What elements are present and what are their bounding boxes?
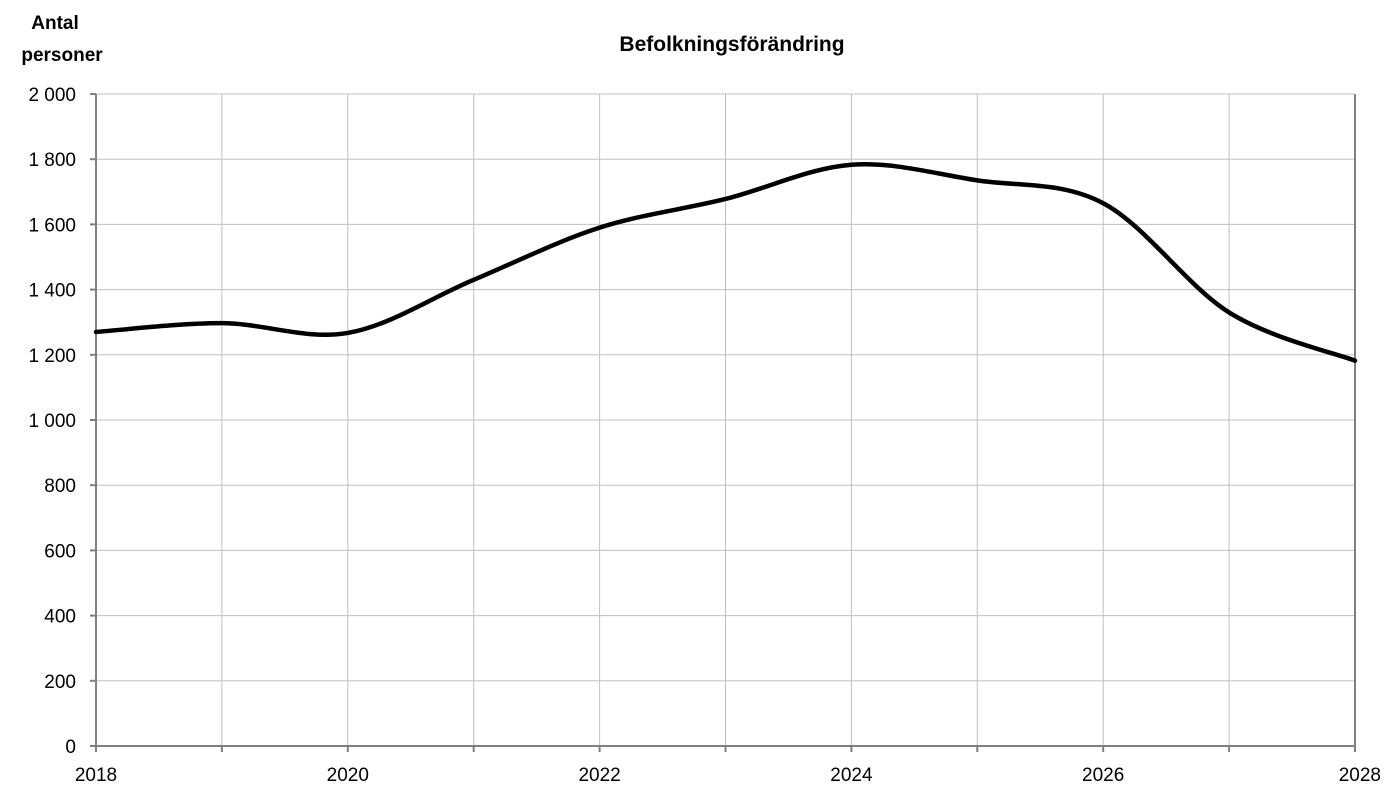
x-tick-labels: 2018 2020 2022 2024 2026 2028 — [75, 765, 1381, 785]
series-line — [93, 162, 1358, 363]
x-tick-label: 2018 — [75, 765, 117, 785]
y-tick-label: 2 000 — [28, 85, 76, 106]
y-tick-label: 0 — [65, 737, 76, 758]
x-tick-label: 2026 — [1082, 765, 1124, 785]
y-tick-label: 1 800 — [28, 150, 76, 171]
y-tick-label: 200 — [44, 672, 76, 693]
x-tick-label: 2022 — [578, 765, 620, 785]
x-tick-label: 2020 — [327, 765, 369, 785]
x-tick-label: 2028 — [1339, 765, 1381, 785]
y-tick-label: 1 000 — [28, 411, 76, 432]
y-tick-label: 1 600 — [28, 215, 76, 236]
chart-title: Befolkningsförändring — [619, 33, 844, 56]
y-tick-label: 1 400 — [28, 281, 76, 302]
y-tick-label: 600 — [44, 541, 76, 562]
x-tick-label: 2024 — [830, 765, 873, 785]
y-axis-label-line2: personer — [21, 45, 103, 66]
y-tick-label: 800 — [44, 476, 76, 497]
grid-lines — [96, 93, 1355, 746]
y-tick-label: 400 — [44, 607, 76, 628]
y-tick-labels: 0 200 400 600 800 1 000 1 200 1 400 1 600 1 800 2 … — [28, 85, 76, 758]
axes — [90, 93, 1356, 752]
y-tick-label: 1 200 — [28, 346, 76, 367]
y-axis-label-line1: Antal — [31, 13, 79, 34]
